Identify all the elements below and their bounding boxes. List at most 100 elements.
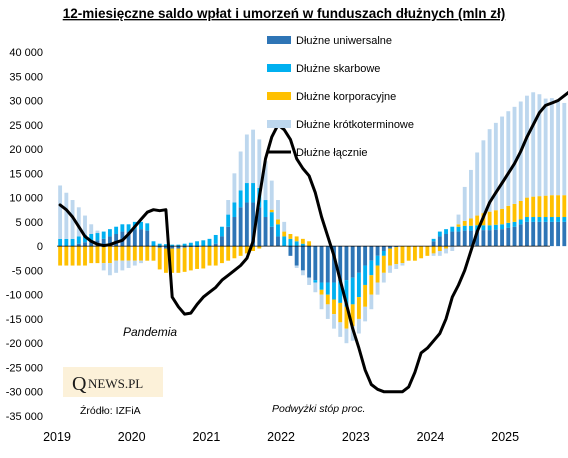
bar-segment (182, 243, 187, 247)
bar-segment (481, 140, 486, 214)
bar-segment (101, 238, 106, 247)
bar-segment (381, 272, 386, 283)
bar-segment (356, 318, 361, 334)
bar-segment (220, 236, 224, 247)
bar-segment (525, 197, 529, 218)
bar-segment (176, 244, 181, 247)
bar-segment (512, 221, 517, 227)
bar-segment (176, 248, 181, 273)
bar-segment (325, 282, 330, 295)
bar-segment (300, 270, 305, 276)
bar-segment (307, 246, 312, 278)
bar-segment (400, 246, 405, 264)
bar-segment (419, 246, 424, 259)
bar-segment (220, 246, 224, 264)
bar-segment (369, 260, 374, 276)
bar-segment (493, 122, 498, 211)
bar-segment (170, 248, 175, 273)
bar-segment (394, 247, 399, 265)
y-tick-label: -20 000 (6, 338, 43, 350)
bar-segment (139, 229, 143, 247)
bar-segment (114, 246, 119, 261)
legend-swatch (267, 36, 291, 44)
bar-segment (350, 246, 355, 278)
logo-q: Q (72, 373, 87, 395)
bar-segment (151, 241, 156, 247)
bar-segment (176, 246, 181, 249)
annotation-rate-hikes: Podwyżki stóp proc. (272, 403, 365, 415)
legend-label: Dłużne korporacyjne (296, 91, 396, 103)
bar-segment (139, 246, 143, 261)
bar-segment (157, 247, 162, 270)
bar-segment (518, 200, 523, 220)
bar-segment (481, 225, 486, 231)
bar-segment (170, 244, 175, 247)
bar-segment (307, 277, 312, 285)
bar-segment (288, 246, 293, 256)
bar-segment (338, 281, 343, 303)
bar-segment (332, 299, 336, 315)
bar-segment (350, 277, 355, 305)
bar-segment (101, 263, 106, 271)
bar-segment (151, 246, 156, 261)
bar-segment (226, 226, 231, 247)
bar-segment (388, 265, 392, 273)
logo-background (63, 367, 163, 397)
bar-segment (369, 246, 374, 261)
bar-segment (462, 186, 467, 221)
bar-segment (425, 246, 430, 256)
bar-segment (456, 231, 461, 247)
bar-segment (543, 217, 548, 222)
bar-segment (107, 263, 112, 276)
bar-segment (525, 217, 529, 222)
bar-segment (276, 219, 280, 225)
bar-segment (300, 243, 305, 247)
bar-segment (350, 304, 355, 327)
bar-segment (369, 275, 374, 295)
bar-segment (562, 221, 567, 247)
bar-segment (518, 224, 523, 247)
bar-segment (444, 229, 448, 234)
bar-segment (58, 238, 63, 247)
bar-segment (556, 221, 561, 247)
bar-segment (344, 328, 349, 344)
bar-segment (257, 139, 262, 188)
bar-segment (139, 221, 143, 230)
bar-segment (319, 289, 324, 295)
bar-segment (64, 238, 69, 247)
bar-segment (269, 212, 274, 227)
bar-segment (126, 260, 131, 268)
bar-segment (450, 226, 455, 232)
x-tick-label: 2025 (491, 430, 519, 444)
bar-segment (107, 246, 112, 264)
bar-segment (394, 246, 399, 248)
x-tick-label: 2023 (342, 430, 370, 444)
bar-segment (114, 260, 119, 273)
y-tick-label: -30 000 (6, 387, 43, 399)
bar-segment (251, 183, 256, 203)
bar-segment (244, 183, 249, 203)
bar-segment (381, 246, 386, 251)
bar-segment (188, 247, 193, 271)
bar-segment (213, 234, 218, 244)
bar-segment (207, 246, 212, 266)
bar-segment (70, 246, 75, 266)
bar-segment (83, 246, 87, 266)
bar-segment (145, 223, 150, 231)
x-axis: 2019 2020 2021 2022 2023 2024 2025 (43, 430, 519, 444)
x-tick-label: 2022 (267, 430, 295, 444)
bar-segment (276, 200, 280, 220)
bar-segment (537, 94, 542, 197)
bar-segment (487, 230, 492, 247)
bar-segment (556, 217, 561, 222)
bar-segment (132, 246, 137, 261)
bar-segment (58, 246, 63, 266)
bar-segment (95, 230, 100, 234)
bar-segment (388, 246, 392, 249)
bar-segment (388, 248, 392, 266)
y-tick-label: 0 (37, 241, 43, 253)
total-line (58, 90, 568, 394)
bar-segment (506, 111, 511, 206)
bar-segment (406, 246, 411, 261)
